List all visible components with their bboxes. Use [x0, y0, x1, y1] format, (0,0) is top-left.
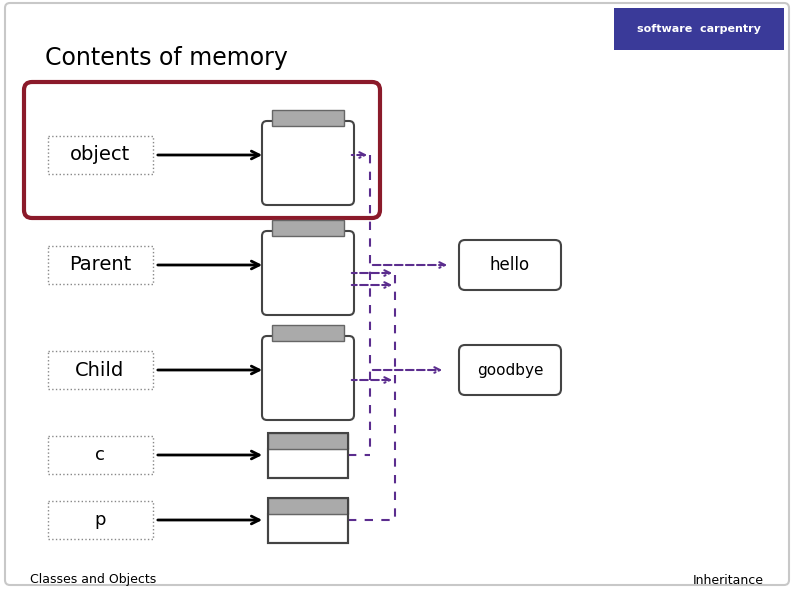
FancyBboxPatch shape: [268, 513, 348, 543]
FancyBboxPatch shape: [268, 497, 348, 513]
FancyBboxPatch shape: [272, 220, 344, 236]
Text: c: c: [95, 446, 105, 464]
FancyBboxPatch shape: [268, 433, 348, 449]
FancyBboxPatch shape: [48, 436, 152, 474]
FancyBboxPatch shape: [459, 345, 561, 395]
FancyBboxPatch shape: [272, 325, 344, 341]
FancyBboxPatch shape: [48, 501, 152, 539]
FancyBboxPatch shape: [48, 351, 152, 389]
Text: Parent: Parent: [69, 255, 131, 274]
FancyBboxPatch shape: [459, 240, 561, 290]
FancyBboxPatch shape: [5, 3, 789, 585]
FancyBboxPatch shape: [48, 136, 152, 174]
FancyBboxPatch shape: [614, 8, 784, 50]
FancyBboxPatch shape: [262, 121, 354, 205]
FancyBboxPatch shape: [272, 110, 344, 126]
Text: Contents of memory: Contents of memory: [45, 46, 288, 70]
Text: Inheritance: Inheritance: [693, 574, 764, 587]
Text: goodbye: goodbye: [476, 362, 543, 377]
Text: Child: Child: [75, 361, 125, 380]
Text: object: object: [70, 146, 130, 164]
Text: Classes and Objects: Classes and Objects: [30, 574, 156, 587]
FancyBboxPatch shape: [268, 449, 348, 478]
Text: software  carpentry: software carpentry: [637, 24, 761, 34]
Text: p: p: [94, 511, 106, 529]
FancyBboxPatch shape: [24, 82, 380, 218]
Text: hello: hello: [490, 256, 530, 274]
FancyBboxPatch shape: [262, 231, 354, 315]
FancyBboxPatch shape: [262, 336, 354, 420]
FancyBboxPatch shape: [48, 246, 152, 284]
